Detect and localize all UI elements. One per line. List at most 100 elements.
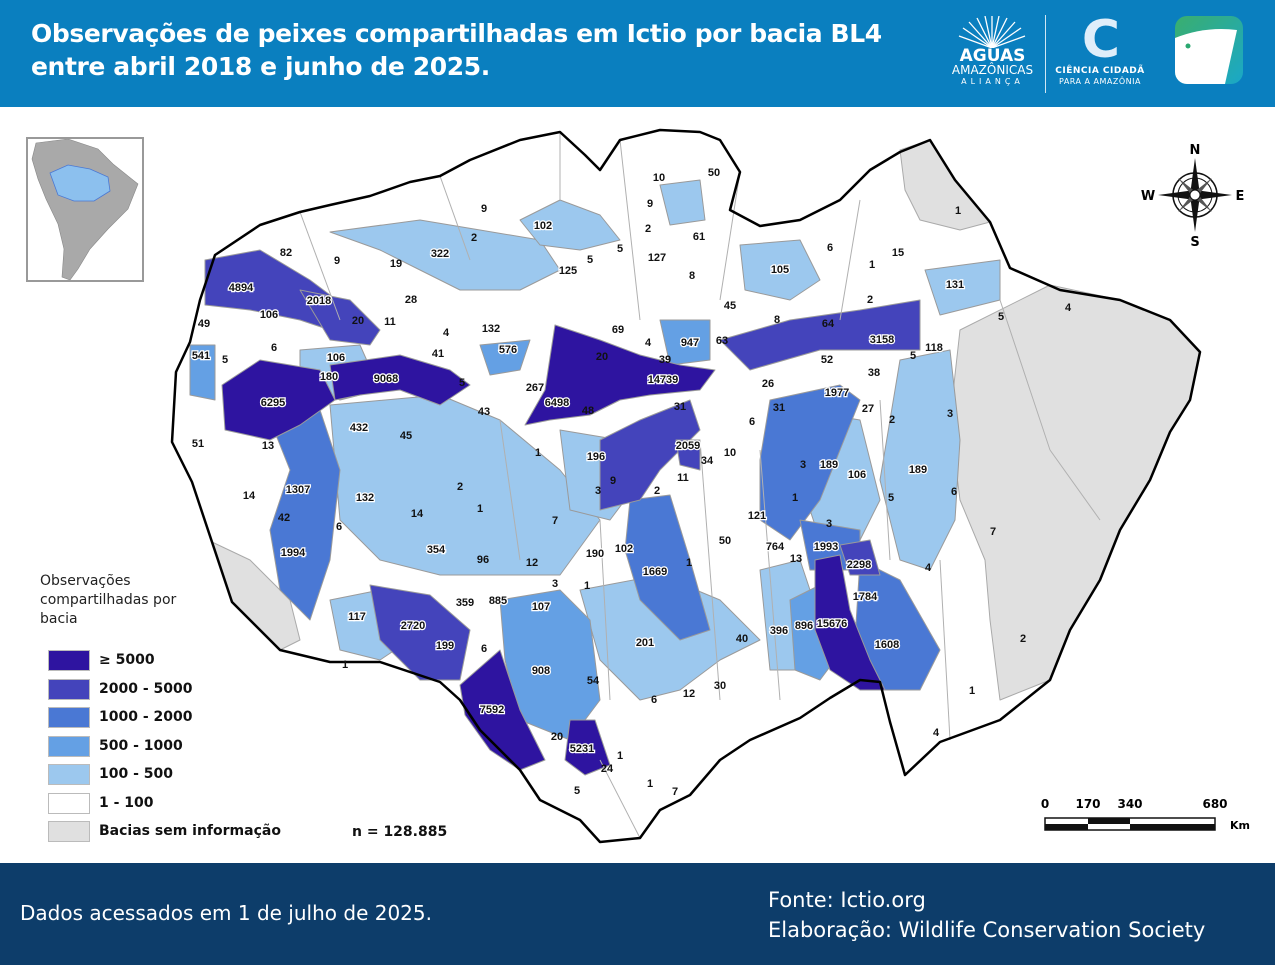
legend-swatch bbox=[48, 650, 90, 671]
basin-value-label: 5 bbox=[574, 785, 580, 797]
legend-swatch bbox=[48, 735, 90, 757]
legend-label: ≥ 5000 bbox=[99, 652, 155, 668]
basin-value-label: 15 bbox=[892, 247, 904, 259]
basin-value-label: 45 bbox=[400, 430, 412, 442]
basin-value-label: 3 bbox=[826, 518, 832, 530]
basin-value-label: 7 bbox=[990, 526, 996, 538]
basin-value-label: 2298 bbox=[847, 559, 871, 571]
basin-value-label: 12 bbox=[683, 688, 695, 700]
basin-value-label: 4894 bbox=[229, 282, 254, 294]
source-credits: Fonte: Ictio.org Elaboração: Wildlife Co… bbox=[768, 885, 1205, 945]
basin-value-label: 2 bbox=[867, 294, 873, 306]
basin-value-label: 14 bbox=[243, 490, 256, 502]
legend-item: 100 - 500 bbox=[48, 764, 348, 786]
basin-value-label: 541 bbox=[192, 350, 210, 362]
basin-value-label: 7 bbox=[672, 786, 678, 798]
basin-value-label: 61 bbox=[693, 231, 705, 243]
basin-region bbox=[739, 239, 821, 301]
basin-value-label: 1784 bbox=[853, 591, 878, 603]
basin-value-label: 764 bbox=[766, 541, 785, 553]
basin-value-label: 4 bbox=[645, 337, 652, 349]
basin-value-label: 3 bbox=[800, 459, 806, 471]
basin-value-label: 10 bbox=[653, 172, 665, 184]
sunburst-icon bbox=[958, 16, 1026, 48]
basin-value-label: 3 bbox=[552, 578, 558, 590]
basin-value-label: 132 bbox=[482, 323, 500, 335]
basin-region bbox=[479, 339, 531, 376]
basin-value-label: 6 bbox=[481, 643, 487, 655]
basin-value-label: 1 bbox=[686, 557, 692, 569]
basin-value-label: 41 bbox=[432, 348, 444, 360]
basin-value-label: 5 bbox=[587, 254, 593, 266]
basin-value-label: 2 bbox=[457, 481, 463, 493]
logo-aguas-text: AGUAS bbox=[959, 46, 1026, 66]
basin-value-label: 64 bbox=[822, 318, 835, 330]
ictio-fish-icon bbox=[1175, 16, 1243, 84]
basin-value-label: 45 bbox=[724, 300, 736, 312]
basin-value-label: 51 bbox=[192, 438, 204, 450]
logo-para-amazonia-text: PARA A AMAZÔNIA bbox=[1059, 77, 1141, 86]
basin-value-label: 6295 bbox=[261, 397, 285, 409]
basin-region bbox=[369, 584, 471, 681]
basin-region bbox=[659, 179, 706, 226]
basin-value-label: 1 bbox=[869, 259, 875, 271]
basin-value-label: 885 bbox=[489, 595, 507, 607]
basin-value-label: 30 bbox=[714, 680, 726, 692]
map-title: Observações de peixes compartilhadas em … bbox=[31, 17, 911, 83]
basin-value-label: 8 bbox=[774, 314, 780, 326]
basin-region bbox=[659, 319, 711, 366]
basin-value-label: 1994 bbox=[281, 547, 306, 559]
basin-value-label: 2 bbox=[654, 485, 660, 497]
basin-value-label: 52 bbox=[821, 354, 833, 366]
basin-value-label: 9 bbox=[610, 475, 616, 487]
legend-label: 1000 - 2000 bbox=[99, 709, 193, 725]
basin-value-label: 106 bbox=[327, 352, 345, 364]
basin-value-label: 1669 bbox=[643, 566, 667, 578]
legend-label: Bacias sem informação bbox=[99, 823, 281, 839]
basin-value-label: 12 bbox=[526, 557, 538, 569]
compass-e: E bbox=[1236, 189, 1245, 204]
compass-w: W bbox=[1141, 189, 1155, 204]
scale-bar: 0 170 340 680 Km bbox=[1040, 795, 1250, 840]
legend-label: 2000 - 5000 bbox=[99, 680, 193, 697]
basin-value-label: 3 bbox=[947, 408, 953, 420]
basin-value-label: 9 bbox=[334, 255, 340, 267]
basin-value-label: 20 bbox=[352, 315, 364, 327]
south-america-inset-map bbox=[26, 137, 144, 282]
basin-region bbox=[624, 494, 711, 641]
basin-region bbox=[759, 384, 861, 541]
basin-value-label: 190 bbox=[586, 548, 604, 560]
source-text: Fonte: Ictio.org bbox=[768, 888, 926, 912]
basin-value-label: 6498 bbox=[545, 397, 569, 409]
basin-value-label: 102 bbox=[615, 543, 633, 555]
legend-label: 100 - 500 bbox=[99, 766, 174, 782]
basin-value-label: 896 bbox=[795, 620, 813, 632]
basin-value-label: 48 bbox=[582, 405, 594, 417]
basin-value-label: 1 bbox=[617, 750, 623, 762]
basin-value-label: 3158 bbox=[870, 334, 894, 346]
basin-value-label: 26 bbox=[762, 378, 774, 390]
scale-tick-0: 0 bbox=[1041, 797, 1049, 811]
basin-value-label: 24 bbox=[601, 763, 614, 775]
basin-regions bbox=[170, 128, 1202, 844]
basin-value-label: 50 bbox=[708, 167, 720, 179]
basin-value-label: 396 bbox=[770, 625, 788, 637]
ciencia-c-mark: C bbox=[1081, 10, 1120, 70]
basin-value-label: 1 bbox=[955, 205, 961, 217]
basin-value-label: 11 bbox=[677, 472, 689, 484]
legend-item: ≥ 5000 bbox=[48, 650, 348, 672]
basin-value-label: 180 bbox=[320, 371, 338, 383]
basin-value-label: 49 bbox=[198, 318, 210, 330]
basin-value-label: 96 bbox=[477, 554, 489, 566]
basin-value-label: 43 bbox=[478, 406, 490, 418]
basin-value-label: 2720 bbox=[401, 620, 425, 632]
credit-text: Elaboração: Wildlife Conservation Societ… bbox=[768, 918, 1206, 942]
basin-value-label: 6 bbox=[651, 694, 657, 706]
basin-value-label: 11 bbox=[384, 316, 396, 328]
data-access-date: Dados acessados em 1 de julho de 2025. bbox=[20, 901, 432, 925]
basin-value-label: 9 bbox=[647, 198, 653, 210]
basin-value-label: 2018 bbox=[307, 295, 331, 307]
basin-value-label: 5 bbox=[222, 354, 228, 366]
legend-label: 500 - 1000 bbox=[99, 737, 183, 754]
